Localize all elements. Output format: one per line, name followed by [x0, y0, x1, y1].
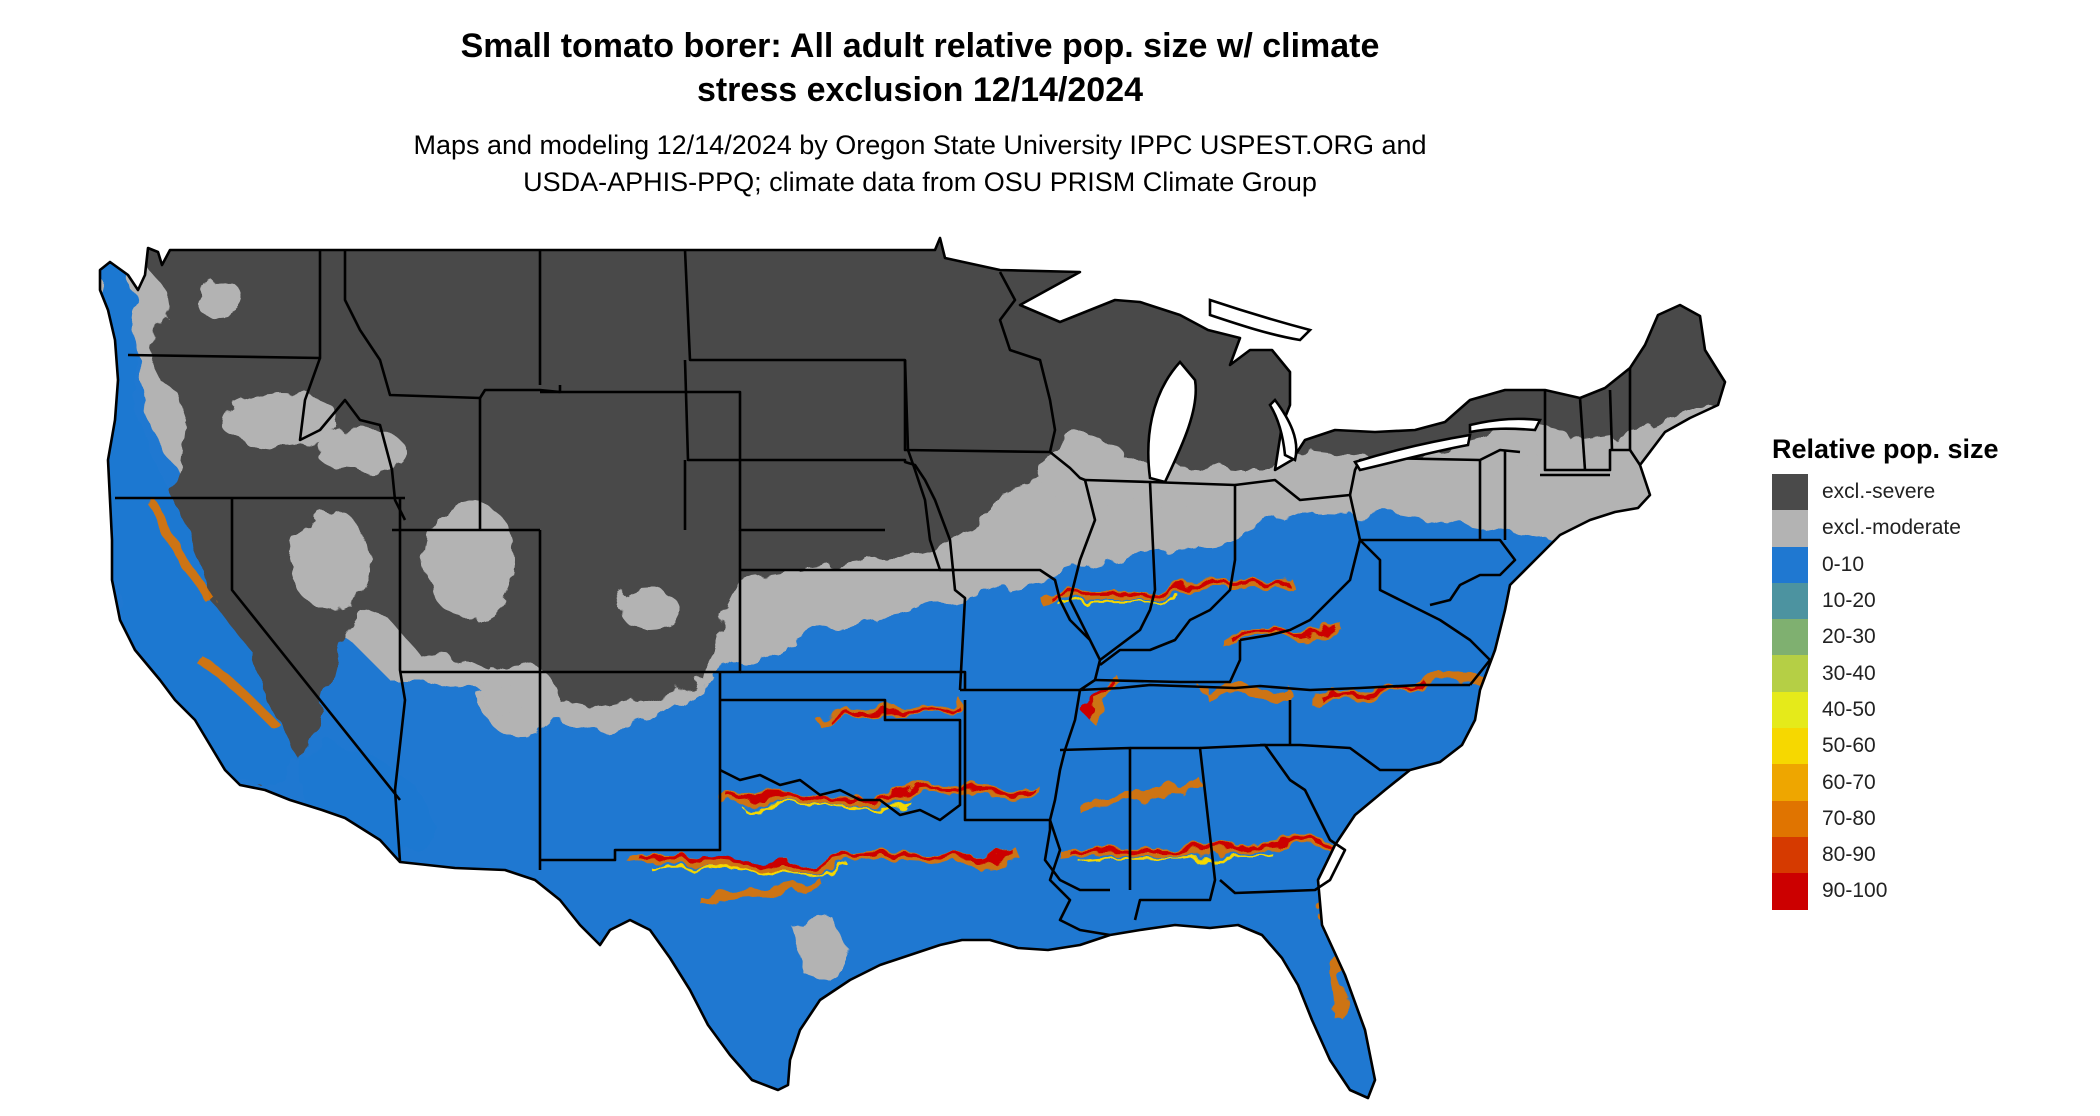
- legend-swatch: [1772, 655, 1808, 692]
- legend-swatch: [1772, 836, 1808, 874]
- legend-item: 0-10: [1772, 546, 2092, 583]
- legend-swatch: [1772, 546, 1808, 583]
- map-title-line-2: stress exclusion 12/14/2024: [696, 71, 1144, 109]
- legend-label: 10-20: [1822, 589, 1876, 613]
- great-lakes: [1147, 298, 1543, 484]
- map-subtitle: Maps and modeling 12/14/2024 by Oregon S…: [0, 127, 1840, 201]
- legend-item: 50-60: [1772, 728, 2092, 765]
- legend-item: excl.-moderate: [1772, 510, 2092, 547]
- state-boundaries: [98, 236, 1727, 1100]
- legend-label: excl.-moderate: [1822, 516, 1961, 540]
- legend-title: Relative pop. size: [1772, 434, 1999, 464]
- map-title: Small tomato borer: All adult relative p…: [0, 24, 1840, 112]
- legend-label: 40-50: [1822, 697, 1876, 721]
- legend-swatch: [1772, 582, 1808, 620]
- legend-label: 60-70: [1822, 770, 1876, 794]
- legend-swatch: [1772, 764, 1808, 801]
- legend-label: excl.-severe: [1822, 480, 1936, 504]
- legend-label: 0-10: [1822, 552, 1865, 576]
- legend-swatch: [1772, 800, 1808, 837]
- legend-item: 10-20: [1772, 582, 2092, 620]
- legend: Relative pop. size excl.-severe excl.-mod…: [1772, 432, 2092, 910]
- map-subtitle-line-2: USDA-APHIS-PPQ; climate data from OSU PR…: [523, 167, 1317, 197]
- legend-item: excl.-severe: [1772, 474, 2092, 511]
- legend-swatch: [1772, 873, 1808, 910]
- legend-label: 90-100: [1822, 879, 1888, 903]
- legend-item: 30-40: [1772, 655, 2092, 692]
- legend-label: 70-80: [1822, 806, 1876, 830]
- legend-label: 50-60: [1822, 734, 1876, 758]
- legend-swatch: [1772, 510, 1808, 547]
- map-subtitle-line-1: Maps and modeling 12/14/2024 by Oregon S…: [413, 130, 1427, 160]
- legend-label: 80-90: [1822, 843, 1876, 867]
- map-title-line-1: Small tomato borer: All adult relative p…: [460, 27, 1380, 65]
- legend-swatch: [1772, 691, 1808, 729]
- conus-map: [98, 236, 1727, 1100]
- legend-items: excl.-severe excl.-moderate 0-10 10-20 20-30…: [1772, 474, 2092, 910]
- legend-item: 40-50: [1772, 691, 2092, 729]
- legend-item: 80-90: [1772, 836, 2092, 874]
- legend-label: 30-40: [1822, 661, 1876, 685]
- legend-item: 90-100: [1772, 873, 2092, 910]
- legend-swatch: [1772, 474, 1808, 511]
- legend-item: 70-80: [1772, 800, 2092, 837]
- legend-swatch: [1772, 728, 1808, 765]
- legend-swatch: [1772, 619, 1808, 656]
- legend-label: 20-30: [1822, 625, 1876, 649]
- legend-item: 20-30: [1772, 619, 2092, 656]
- legend-item: 60-70: [1772, 764, 2092, 801]
